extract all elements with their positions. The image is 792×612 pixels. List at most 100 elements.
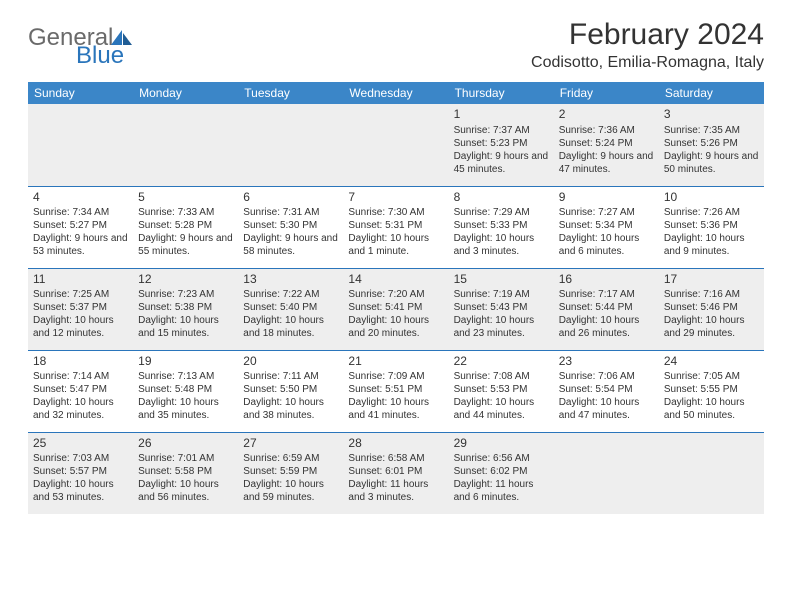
- day-header-row: Sunday Monday Tuesday Wednesday Thursday…: [28, 82, 764, 104]
- day-number: 25: [33, 436, 128, 452]
- day-number: 2: [559, 107, 654, 123]
- sunset-line: Sunset: 5:30 PM: [243, 219, 338, 232]
- calendar-cell: [238, 104, 343, 186]
- daylight-line: Daylight: 10 hours and 47 minutes.: [559, 396, 654, 422]
- calendar-cell: [659, 432, 764, 514]
- sunset-line: Sunset: 5:36 PM: [664, 219, 759, 232]
- sunset-line: Sunset: 5:48 PM: [138, 383, 233, 396]
- day-number: 10: [664, 190, 759, 206]
- logo-word-2: Blue: [76, 44, 133, 68]
- day-number: 3: [664, 107, 759, 123]
- day-number: 6: [243, 190, 338, 206]
- daylight-line: Daylight: 10 hours and 3 minutes.: [454, 232, 549, 258]
- daylight-line: Daylight: 9 hours and 53 minutes.: [33, 232, 128, 258]
- sunset-line: Sunset: 5:26 PM: [664, 137, 759, 150]
- day-number: 24: [664, 354, 759, 370]
- daylight-line: Daylight: 10 hours and 26 minutes.: [559, 314, 654, 340]
- day-number: 17: [664, 272, 759, 288]
- sunset-line: Sunset: 5:37 PM: [33, 301, 128, 314]
- calendar-cell: [133, 104, 238, 186]
- daylight-line: Daylight: 10 hours and 18 minutes.: [243, 314, 338, 340]
- daylight-line: Daylight: 10 hours and 50 minutes.: [664, 396, 759, 422]
- sunset-line: Sunset: 5:44 PM: [559, 301, 654, 314]
- day-number: 12: [138, 272, 233, 288]
- sunrise-line: Sunrise: 7:36 AM: [559, 124, 654, 137]
- day-number: 26: [138, 436, 233, 452]
- day-number: 19: [138, 354, 233, 370]
- sunset-line: Sunset: 5:28 PM: [138, 219, 233, 232]
- day-number: 27: [243, 436, 338, 452]
- sunset-line: Sunset: 5:43 PM: [454, 301, 549, 314]
- sunrise-line: Sunrise: 7:05 AM: [664, 370, 759, 383]
- sunrise-line: Sunrise: 7:29 AM: [454, 206, 549, 219]
- calendar-cell: [28, 104, 133, 186]
- daylight-line: Daylight: 10 hours and 44 minutes.: [454, 396, 549, 422]
- calendar-cell: 9Sunrise: 7:27 AMSunset: 5:34 PMDaylight…: [554, 186, 659, 268]
- sunrise-line: Sunrise: 7:13 AM: [138, 370, 233, 383]
- daylight-line: Daylight: 9 hours and 50 minutes.: [664, 150, 759, 176]
- day-number: 23: [559, 354, 654, 370]
- daylight-line: Daylight: 9 hours and 58 minutes.: [243, 232, 338, 258]
- sunrise-line: Sunrise: 7:16 AM: [664, 288, 759, 301]
- calendar-cell: 14Sunrise: 7:20 AMSunset: 5:41 PMDayligh…: [343, 268, 448, 350]
- daylight-line: Daylight: 10 hours and 53 minutes.: [33, 478, 128, 504]
- calendar-cell: 7Sunrise: 7:30 AMSunset: 5:31 PMDaylight…: [343, 186, 448, 268]
- sunset-line: Sunset: 5:24 PM: [559, 137, 654, 150]
- sunset-line: Sunset: 5:53 PM: [454, 383, 549, 396]
- calendar-cell: 24Sunrise: 7:05 AMSunset: 5:55 PMDayligh…: [659, 350, 764, 432]
- sunset-line: Sunset: 5:50 PM: [243, 383, 338, 396]
- daylight-line: Daylight: 10 hours and 38 minutes.: [243, 396, 338, 422]
- calendar-page: GeneralBlue February 2024 Codisotto, Emi…: [0, 0, 792, 532]
- calendar-cell: 18Sunrise: 7:14 AMSunset: 5:47 PMDayligh…: [28, 350, 133, 432]
- daylight-line: Daylight: 10 hours and 6 minutes.: [559, 232, 654, 258]
- day-number: 4: [33, 190, 128, 206]
- calendar-cell: 23Sunrise: 7:06 AMSunset: 5:54 PMDayligh…: [554, 350, 659, 432]
- calendar-cell: 25Sunrise: 7:03 AMSunset: 5:57 PMDayligh…: [28, 432, 133, 514]
- calendar-body: 1Sunrise: 7:37 AMSunset: 5:23 PMDaylight…: [28, 104, 764, 514]
- daylight-line: Daylight: 11 hours and 6 minutes.: [454, 478, 549, 504]
- sunset-line: Sunset: 5:57 PM: [33, 465, 128, 478]
- daylight-line: Daylight: 10 hours and 35 minutes.: [138, 396, 233, 422]
- day-number: 15: [454, 272, 549, 288]
- calendar-cell: [554, 432, 659, 514]
- sunrise-line: Sunrise: 7:33 AM: [138, 206, 233, 219]
- calendar-cell: 28Sunrise: 6:58 AMSunset: 6:01 PMDayligh…: [343, 432, 448, 514]
- day-number: 14: [348, 272, 443, 288]
- sunrise-line: Sunrise: 7:35 AM: [664, 124, 759, 137]
- calendar-cell: 17Sunrise: 7:16 AMSunset: 5:46 PMDayligh…: [659, 268, 764, 350]
- day-number: 13: [243, 272, 338, 288]
- sunset-line: Sunset: 5:46 PM: [664, 301, 759, 314]
- calendar-table: Sunday Monday Tuesday Wednesday Thursday…: [28, 82, 764, 514]
- calendar-cell: 21Sunrise: 7:09 AMSunset: 5:51 PMDayligh…: [343, 350, 448, 432]
- day-number: 20: [243, 354, 338, 370]
- sunrise-line: Sunrise: 7:08 AM: [454, 370, 549, 383]
- calendar-cell: 4Sunrise: 7:34 AMSunset: 5:27 PMDaylight…: [28, 186, 133, 268]
- calendar-cell: 6Sunrise: 7:31 AMSunset: 5:30 PMDaylight…: [238, 186, 343, 268]
- daylight-line: Daylight: 9 hours and 47 minutes.: [559, 150, 654, 176]
- daylight-line: Daylight: 10 hours and 56 minutes.: [138, 478, 233, 504]
- daylight-line: Daylight: 9 hours and 45 minutes.: [454, 150, 549, 176]
- daylight-line: Daylight: 10 hours and 15 minutes.: [138, 314, 233, 340]
- sunset-line: Sunset: 5:27 PM: [33, 219, 128, 232]
- sunset-line: Sunset: 5:54 PM: [559, 383, 654, 396]
- daylight-line: Daylight: 10 hours and 12 minutes.: [33, 314, 128, 340]
- sunrise-line: Sunrise: 7:31 AM: [243, 206, 338, 219]
- daylight-line: Daylight: 10 hours and 41 minutes.: [348, 396, 443, 422]
- day-number: 21: [348, 354, 443, 370]
- day-number: 8: [454, 190, 549, 206]
- sunrise-line: Sunrise: 7:27 AM: [559, 206, 654, 219]
- sunrise-line: Sunrise: 6:59 AM: [243, 452, 338, 465]
- calendar-cell: 10Sunrise: 7:26 AMSunset: 5:36 PMDayligh…: [659, 186, 764, 268]
- calendar-week: 4Sunrise: 7:34 AMSunset: 5:27 PMDaylight…: [28, 186, 764, 268]
- sunrise-line: Sunrise: 7:17 AM: [559, 288, 654, 301]
- calendar-week: 18Sunrise: 7:14 AMSunset: 5:47 PMDayligh…: [28, 350, 764, 432]
- day-header: Sunday: [28, 82, 133, 104]
- day-header: Tuesday: [238, 82, 343, 104]
- day-number: 29: [454, 436, 549, 452]
- day-header: Monday: [133, 82, 238, 104]
- title-block: February 2024 Codisotto, Emilia-Romagna,…: [531, 18, 764, 72]
- calendar-cell: 3Sunrise: 7:35 AMSunset: 5:26 PMDaylight…: [659, 104, 764, 186]
- sunrise-line: Sunrise: 7:14 AM: [33, 370, 128, 383]
- sunset-line: Sunset: 6:02 PM: [454, 465, 549, 478]
- sunset-line: Sunset: 5:59 PM: [243, 465, 338, 478]
